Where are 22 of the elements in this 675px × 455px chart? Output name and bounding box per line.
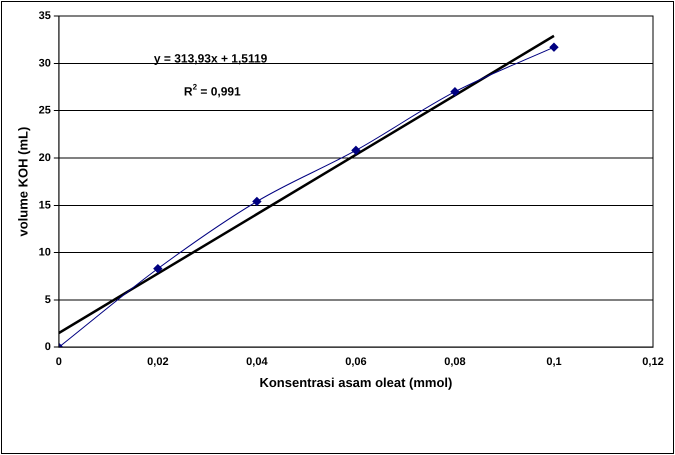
y-tick-label: 15 [38,199,51,212]
point [351,146,360,155]
point [549,42,558,52]
y-tick-label: 35 [38,10,51,22]
x-tick-label: 0 [56,356,62,368]
x-axis-title: Konsentrasi asam oleat (mmol) [259,374,452,390]
y-axis-title: volume KOH (mL) [15,126,30,236]
y-tick-label: 5 [44,294,51,306]
x-tick-label: 0,06 [345,356,367,368]
point [153,264,162,274]
x-tick-label: 0,1 [546,356,562,368]
y-tick-label: 20 [38,152,51,164]
x-tick-label: 0,08 [444,356,466,368]
y-tick-label: 25 [38,104,51,117]
x-tick-label: 0,02 [147,356,169,368]
point [450,87,460,96]
point [252,196,262,206]
y-tick-label: 10 [38,246,51,259]
x-tick-label: 0,12 [642,356,664,368]
x-tick-label: 0,04 [246,356,268,368]
y-tick-label: 0 [44,341,51,354]
y-tick-label: 30 [38,57,51,70]
